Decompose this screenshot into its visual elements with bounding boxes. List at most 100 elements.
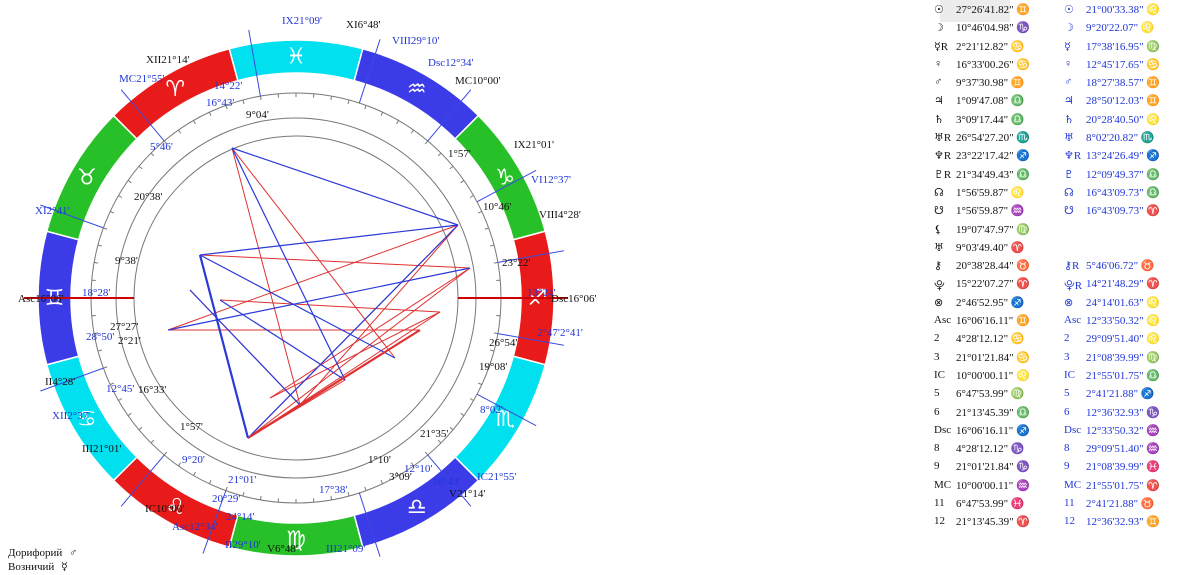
planet-position-label: 8°02' [480,404,503,416]
natal-value: 6°47'53.99" ♍ [956,388,1025,401]
transit-symbol: 11 [1064,497,1075,510]
house-cusp-label: XII2°37' [52,410,90,422]
cancer-icon: ♋ [77,407,97,432]
aspect-lines [167,147,471,439]
transit-row: IC 21°55'01.75" ♎ [1064,369,1196,387]
degree-tick [163,451,168,456]
aspect-line-blue [167,267,471,331]
degree-tick [242,492,245,497]
transit-row: ♀ 12°45'17.65" ♋ [1064,58,1196,76]
natal-row: ☋ 1°56'59.87" ♒ [934,204,1059,222]
planet-position-label: 20°29' [212,493,240,505]
planet-position-label: 27°27' [110,321,138,333]
natal-symbol: IC [934,368,945,381]
transit-value: 5°46'06.72" ♉ [1086,260,1155,273]
zodiac-ring: ♓♒♑♐♏♎♍♌♋♊♉♈ [37,39,555,557]
degree-tick [163,140,168,145]
transit-value: 18°27'38.57" ♊ [1086,77,1161,90]
degree-tick [193,120,196,125]
virgo-icon: ♍ [286,528,306,553]
transit-row: ♄ 20°28'40.50" ♌ [1064,113,1196,131]
transit-row: Dsc 12°33'50.32" ♒ [1064,424,1196,442]
transit-positions-column: ☉ 21°00'33.38" ♌ ☽ 9°20'22.07" ♌ ☿ 17°38'16.9… [1064,3,1196,534]
natal-row: ♄ 3°09'17.44" ♎ [934,113,1059,131]
house-cusp-label: IX21°09' [282,15,322,27]
natal-row: ♃ 1°09'47.08" ♎ [934,94,1059,112]
natal-value: 16°06'16.11" ♊ [956,315,1030,328]
aspect-line-red [231,147,396,359]
transit-row: 8 29°09'51.40" ♒ [1064,442,1196,460]
natal-value: 20°38'28.44" ♉ [956,260,1031,273]
planet-position-label: 2°21' [118,335,141,347]
natal-symbol: MC [934,478,952,491]
transit-row: 6 12°36'32.93" ♑ [1064,406,1196,424]
house-cusp-label: II4°28' [45,376,75,388]
transit-row: 3 21°08'39.99" ♍ [1064,351,1196,369]
degree-tick [118,398,123,401]
planet-position-label: 28°50' [86,331,114,343]
planet-position-label: 9°38' [115,255,138,267]
house-cusp-label: XII21°14' [146,54,190,66]
degree-tick [259,96,262,101]
wheel-circle-0 [71,73,521,523]
planet-position-label: 9°20' [182,454,205,466]
natal-row: ♇R 21°34'49.43" ♎ [934,168,1059,186]
planet-position-label: 24°14' [226,511,254,523]
natal-value: 10°00'00.11" ♌ [956,369,1030,382]
transit-symbol: IC [1064,368,1075,381]
natal-value: 21°13'45.39" ♎ [956,406,1031,419]
aspect-line-blue [199,224,459,256]
natal-value: 9°03'49.40" ♈ [956,241,1025,254]
planet-position-label: 19°08' [479,361,507,373]
transit-value: 17°38'16.95" ♍ [1086,40,1161,53]
degree-tick [469,398,474,401]
house-cusp-label: XI2°41' [35,205,70,217]
planet-position-label: 16°33' [138,384,166,396]
natal-row: ☿R 2°21'12.82" ♋ [934,40,1059,58]
transit-row: ⚷R 5°46'06.72" ♉ [1064,259,1196,277]
aquarius-icon: ♒ [407,77,427,102]
legend-row-charioteer: Возничий ☿ [8,560,77,574]
natal-value: 23°22'17.42" ♐ [956,150,1031,163]
natal-symbol: ☊ [934,186,944,199]
natal-symbol: 8 [934,442,940,455]
transit-value: 21°08'39.99" ♓ [1086,461,1161,474]
house-cusp-label: Dsc16°06' [551,293,597,305]
house-cusp-label: 2°41' [560,327,583,339]
aspect-line-blue [247,224,459,439]
transit-row: 2 29°09'51.40" ♌ [1064,332,1196,350]
transit-row: ⊗ 24°14'01.63" ♌ [1064,296,1196,314]
natal-symbol: ☽ [934,22,944,35]
natal-symbol: 6 [934,405,940,418]
planet-position-label: 1°57' [448,148,471,160]
natal-symbol: ♄ [934,113,944,126]
aspect-line-blue [198,254,250,439]
house-cusp-label: MC10°00' [455,75,501,87]
natal-symbol: ♆R [934,150,952,163]
natal-symbol: ☋ [934,205,944,218]
natal-value: 19°07'47.97" ♍ [956,223,1031,236]
transit-value: 12°45'17.65" ♋ [1086,58,1161,71]
transit-row: 5 2°41'21.88" ♐ [1064,387,1196,405]
natal-row: ♆R 23°22'17.42" ♐ [934,149,1059,167]
transit-value: 20°28'40.50" ♌ [1086,113,1161,126]
transit-row: 9 21°08'39.99" ♓ [1064,460,1196,478]
natal-symbol: ♂ [934,76,943,89]
natal-value: 6°47'53.99" ♓ [956,498,1025,511]
transit-value: 12°36'32.93" ♑ [1086,406,1161,419]
degree-tick [97,244,102,247]
transit-symbol: 12 [1064,515,1075,528]
blurred-header [940,0,1010,22]
natal-row: 9 21°01'21.84" ♑ [934,460,1059,478]
house-cusp-label: IC10°00' [145,503,184,515]
planet-position-label: 23°22' [502,257,530,269]
transit-value: 28°50'12.03" ♊ [1086,95,1161,108]
degree-tick [347,492,350,497]
aspect-line-red [219,299,441,313]
house-cusp [248,30,261,97]
degree-tick [242,99,245,104]
planet-position-label: 2°47' [537,327,560,339]
degree-tick [127,180,132,184]
natal-value: 1°56'59.87" ♌ [956,186,1025,199]
house-cusp-label: II29°10' [225,539,261,551]
